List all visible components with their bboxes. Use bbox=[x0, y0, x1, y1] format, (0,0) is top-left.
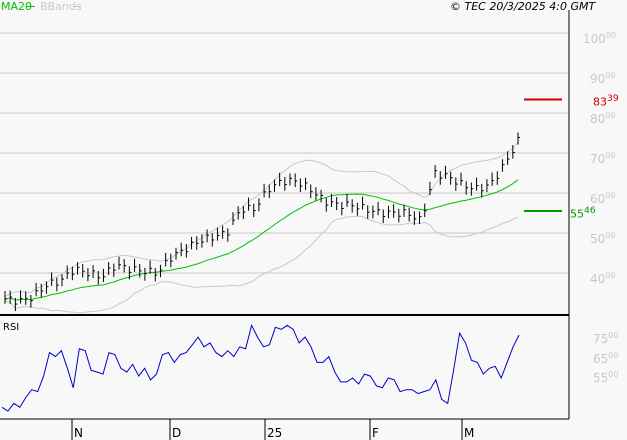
y-tick-label: 7000 bbox=[590, 151, 616, 166]
legend-bbands: BBands bbox=[40, 0, 82, 13]
rsi-tick-label: 6500 bbox=[593, 350, 619, 366]
y-tick-label: 10000 bbox=[583, 31, 617, 46]
support-label: 5546 bbox=[570, 205, 596, 221]
x-tick-label: N bbox=[74, 426, 83, 440]
y-tick-label: 5000 bbox=[590, 231, 616, 246]
copyright: © TEC 20/3/2025 4:0 GMT bbox=[450, 0, 596, 13]
rsi-tick-label: 5500 bbox=[593, 370, 619, 385]
y-tick-label: 9000 bbox=[590, 71, 616, 86]
x-tick-label: F bbox=[372, 426, 379, 440]
legend-bbands-swatch bbox=[73, 6, 81, 7]
y-tick-label: 8000 bbox=[590, 111, 616, 126]
resistance-label: 8339 bbox=[593, 93, 619, 109]
x-tick-label: D bbox=[172, 426, 181, 440]
ma20-line bbox=[4, 179, 519, 301]
legend-ma20-swatch bbox=[27, 6, 35, 7]
rsi-title: RSI bbox=[3, 322, 20, 333]
rsi-tick-label: 7500 bbox=[593, 331, 619, 346]
legend-ma20: MA20 bbox=[1, 0, 33, 13]
rsi-line bbox=[1, 323, 520, 412]
x-tick-label: 25 bbox=[267, 426, 282, 440]
bband-upper bbox=[4, 141, 519, 298]
x-tick-label: M bbox=[464, 426, 474, 440]
y-tick-label: 6000 bbox=[590, 191, 616, 206]
bband-lower bbox=[4, 215, 519, 314]
y-tick-label: 4000 bbox=[590, 271, 616, 286]
